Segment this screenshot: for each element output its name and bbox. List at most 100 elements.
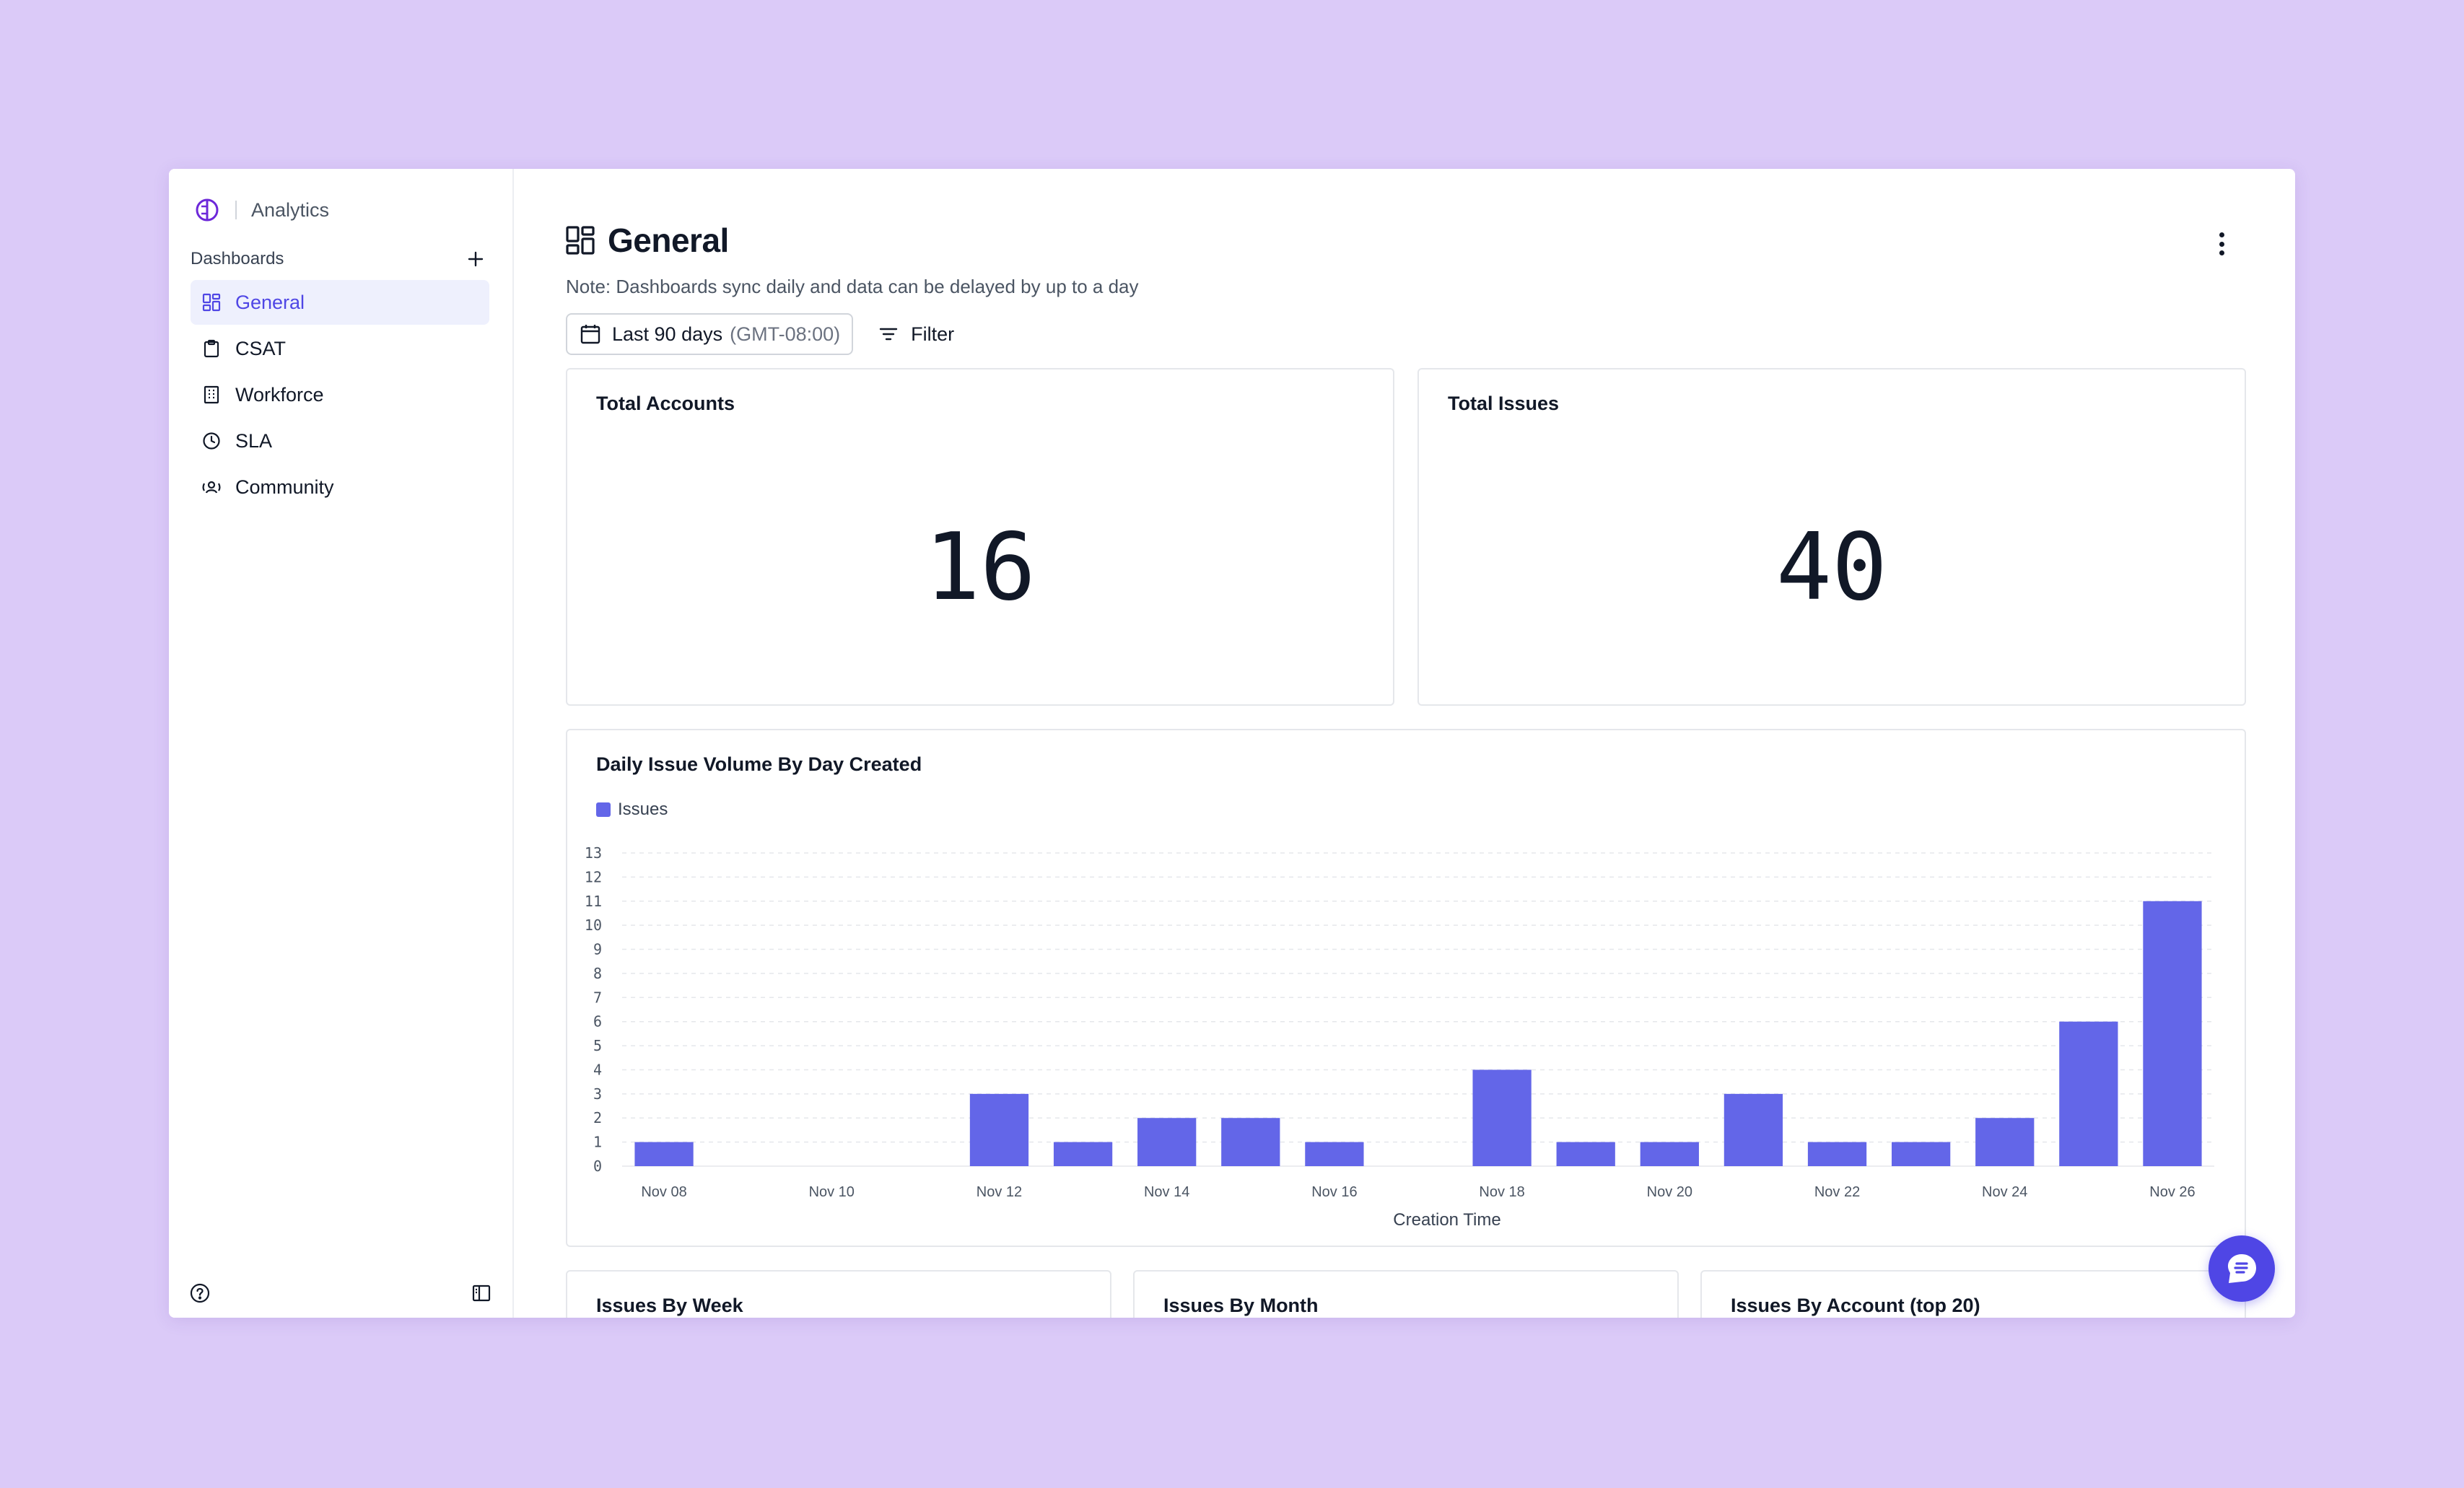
total-accounts-value: 16 bbox=[924, 514, 1036, 621]
dashboards-label: Dashboards bbox=[191, 249, 284, 268]
y-tick-label: 2 bbox=[593, 1109, 602, 1126]
sidebar-item-label: CSAT bbox=[235, 337, 287, 359]
dashboard-controls: Last 90 days (GMT-08:00) Filter bbox=[566, 313, 954, 355]
x-tick-label: Nov 16 bbox=[1311, 1184, 1357, 1200]
date-range-button[interactable]: Last 90 days (GMT-08:00) bbox=[566, 313, 854, 355]
y-tick-label: 5 bbox=[593, 1037, 602, 1054]
help-icon[interactable] bbox=[189, 1282, 211, 1304]
chat-support-button[interactable] bbox=[2209, 1235, 2275, 1302]
date-range-label: Last 90 days bbox=[612, 323, 723, 345]
issues-by-week-card: Issues By Week bbox=[566, 1270, 1111, 1318]
y-tick-label: 10 bbox=[585, 916, 602, 934]
timezone-label: (GMT-08:00) bbox=[730, 323, 841, 345]
building-icon bbox=[201, 384, 222, 406]
chart-bar[interactable] bbox=[1891, 1142, 1951, 1166]
dashboard-grid-icon bbox=[566, 226, 595, 255]
sidebar-item-sla[interactable]: SLA bbox=[191, 419, 489, 463]
legend-label: Issues bbox=[618, 800, 668, 819]
plus-icon bbox=[468, 251, 484, 267]
x-axis-label: Creation Time bbox=[1393, 1210, 1500, 1230]
sync-note: Note: Dashboards sync daily and data can… bbox=[566, 276, 1139, 297]
y-tick-label: 7 bbox=[593, 989, 602, 1006]
chart-bar[interactable] bbox=[1053, 1142, 1113, 1166]
sidebar: Analytics Dashboards General bbox=[169, 169, 514, 1318]
filter-icon bbox=[879, 328, 898, 341]
sidebar-item-workforce[interactable]: Workforce bbox=[191, 372, 489, 417]
main-content: General Note: Dashboards sync daily and … bbox=[512, 169, 2295, 1318]
sidebar-item-label: Workforce bbox=[235, 383, 324, 406]
add-dashboard-button[interactable] bbox=[463, 247, 488, 271]
sidebar-item-label: SLA bbox=[235, 429, 273, 452]
kebab-dot bbox=[2219, 250, 2224, 255]
filter-label: Filter bbox=[911, 323, 955, 345]
chart-bar[interactable] bbox=[634, 1142, 694, 1166]
chart-bar[interactable] bbox=[1305, 1142, 1364, 1166]
card-title: Total Accounts bbox=[596, 393, 735, 414]
card-title: Issues By Account (top 20) bbox=[1731, 1295, 1980, 1316]
chart-bar[interactable] bbox=[1472, 1069, 1532, 1166]
chart-bar[interactable] bbox=[2059, 1021, 2118, 1166]
chart-bar[interactable] bbox=[2143, 901, 2202, 1166]
calendar-icon bbox=[580, 325, 600, 344]
sidebar-item-csat[interactable]: CSAT bbox=[191, 326, 489, 371]
chart-bar[interactable] bbox=[1221, 1118, 1280, 1166]
clipboard-icon bbox=[201, 338, 222, 359]
card-title: Issues By Month bbox=[1163, 1295, 1319, 1316]
dashboard-nav: General CSAT Workforce bbox=[191, 280, 489, 511]
collapse-sidebar-icon[interactable] bbox=[471, 1282, 492, 1304]
issues-by-month-card: Issues By Month bbox=[1133, 1270, 1679, 1318]
x-tick-label: Nov 24 bbox=[1982, 1184, 2027, 1200]
brand: Analytics bbox=[195, 192, 329, 228]
x-tick-label: Nov 10 bbox=[809, 1184, 855, 1200]
issues-by-account-card: Issues By Account (top 20) bbox=[1700, 1270, 2246, 1318]
y-tick-label: 12 bbox=[585, 868, 602, 885]
y-tick-label: 6 bbox=[593, 1013, 602, 1030]
chart-bar[interactable] bbox=[1556, 1142, 1615, 1166]
brand-separator bbox=[235, 201, 237, 219]
clock-icon bbox=[201, 430, 222, 452]
page-header: General bbox=[564, 221, 729, 260]
y-tick-label: 13 bbox=[585, 844, 602, 862]
filter-button[interactable]: Filter bbox=[878, 313, 954, 355]
more-options-button[interactable] bbox=[2213, 231, 2230, 257]
chat-bubble-icon bbox=[2227, 1254, 2256, 1283]
y-tick-label: 9 bbox=[593, 941, 602, 958]
sidebar-item-community[interactable]: Community bbox=[191, 465, 489, 509]
chart-bar[interactable] bbox=[1137, 1118, 1197, 1166]
kebab-dot bbox=[2219, 232, 2224, 237]
sidebar-item-label: General bbox=[235, 291, 305, 313]
page-title: General bbox=[608, 222, 729, 259]
dashboards-section-header: Dashboards bbox=[191, 241, 488, 277]
chart-title: Daily Issue Volume By Day Created bbox=[596, 753, 922, 775]
x-tick-label: Nov 26 bbox=[2149, 1184, 2195, 1200]
app-name: Analytics bbox=[251, 198, 330, 221]
chart-bar[interactable] bbox=[1975, 1118, 2035, 1166]
daily-issue-volume-card: Daily Issue Volume By Day Created Issues… bbox=[566, 729, 2246, 1247]
x-tick-label: Nov 12 bbox=[977, 1184, 1022, 1200]
legend-swatch bbox=[596, 802, 611, 817]
chart-bar[interactable] bbox=[1724, 1093, 1783, 1166]
total-issues-card: Total Issues 40 bbox=[1417, 368, 2246, 706]
y-tick-label: 8 bbox=[593, 965, 602, 982]
x-tick-label: Nov 20 bbox=[1647, 1184, 1692, 1200]
chart-bar[interactable] bbox=[969, 1093, 1029, 1166]
card-title: Issues By Week bbox=[596, 1295, 743, 1316]
chart-bar[interactable] bbox=[1807, 1142, 1867, 1166]
total-accounts-card: Total Accounts 16 bbox=[566, 368, 1394, 706]
y-tick-label: 11 bbox=[585, 893, 602, 910]
y-tick-label: 4 bbox=[593, 1061, 602, 1078]
x-tick-label: Nov 18 bbox=[1479, 1184, 1524, 1200]
y-tick-label: 1 bbox=[593, 1134, 602, 1151]
chart-bar[interactable] bbox=[1640, 1142, 1699, 1166]
app-window: Analytics Dashboards General bbox=[169, 169, 2295, 1318]
x-tick-label: Nov 22 bbox=[1814, 1184, 1860, 1200]
app-logo-icon[interactable] bbox=[195, 198, 219, 222]
card-title: Total Issues bbox=[1448, 393, 1560, 414]
community-icon bbox=[201, 476, 222, 498]
x-tick-label: Nov 08 bbox=[641, 1184, 686, 1200]
x-tick-label: Nov 14 bbox=[1144, 1184, 1189, 1200]
sidebar-item-general[interactable]: General bbox=[191, 280, 489, 325]
dashboard-grid-icon bbox=[201, 292, 222, 313]
chart-legend[interactable]: Issues bbox=[596, 800, 668, 820]
